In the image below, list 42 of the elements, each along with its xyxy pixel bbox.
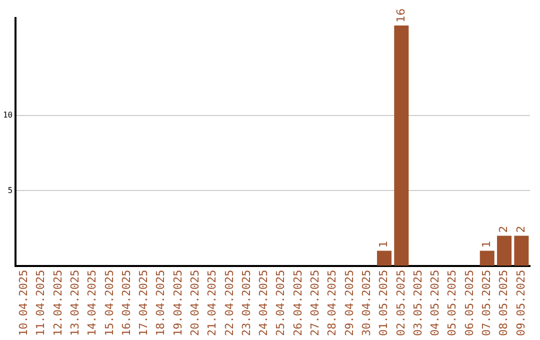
x-tick-label: 02.05.2025 xyxy=(394,270,408,336)
x-tick-label: 21.04.2025 xyxy=(206,270,219,336)
x-tick-label: 08.05.2025 xyxy=(497,270,510,336)
x-tick-label: 13.04.2025 xyxy=(68,270,82,336)
bar xyxy=(514,236,529,266)
bar xyxy=(497,236,512,266)
bar xyxy=(480,250,494,266)
bar xyxy=(377,250,392,266)
x-tick-label: 23.04.2025 xyxy=(240,270,253,336)
x-tick-label: 03.05.2025 xyxy=(411,270,424,336)
x-tick-label: 26.04.2025 xyxy=(291,270,304,336)
x-tick-label: 06.05.2025 xyxy=(462,270,476,336)
x-tick-label: 14.04.2025 xyxy=(86,270,99,336)
bar xyxy=(394,26,409,266)
x-tick-label: 10.04.2025 xyxy=(17,270,30,336)
x-tick-label: 24.04.2025 xyxy=(257,270,270,336)
x-tick-label: 07.05.2025 xyxy=(480,270,493,336)
x-tick-label: 04.05.2025 xyxy=(428,270,442,336)
x-tick-label: 05.05.2025 xyxy=(446,270,459,336)
x-tick-label: 29.04.2025 xyxy=(342,270,356,336)
x-tick-label: 12.04.2025 xyxy=(51,270,64,336)
x-tick-label: 01.05.2025 xyxy=(377,270,390,336)
x-tick-label: 27.04.2025 xyxy=(308,270,322,336)
y-tick-label: 5 xyxy=(8,186,13,195)
data-label: 1 xyxy=(480,240,493,248)
x-tick-label: 18.04.2025 xyxy=(154,270,168,336)
x-tick-label: 25.04.2025 xyxy=(274,270,288,336)
x-tick-label: 16.04.2025 xyxy=(120,270,133,336)
x-tick-label: 28.04.2025 xyxy=(326,270,339,336)
x-tick-label: 11.04.2025 xyxy=(34,270,48,336)
data-label: 2 xyxy=(514,226,528,233)
y-tick-label: 10 xyxy=(2,110,13,120)
data-label: 16 xyxy=(394,8,408,23)
x-tick-label: 30.04.2025 xyxy=(360,270,373,336)
x-tick-label: 20.04.2025 xyxy=(188,270,202,336)
x-tick-label: 22.04.2025 xyxy=(222,270,236,336)
x-tick-label: 09.05.2025 xyxy=(514,270,528,336)
x-tick-label: 19.04.2025 xyxy=(171,270,184,336)
data-label: 2 xyxy=(497,226,510,233)
x-tick-label: 15.04.2025 xyxy=(102,270,116,336)
x-tick-label: 17.04.2025 xyxy=(137,270,150,336)
data-label: 1 xyxy=(377,240,390,248)
